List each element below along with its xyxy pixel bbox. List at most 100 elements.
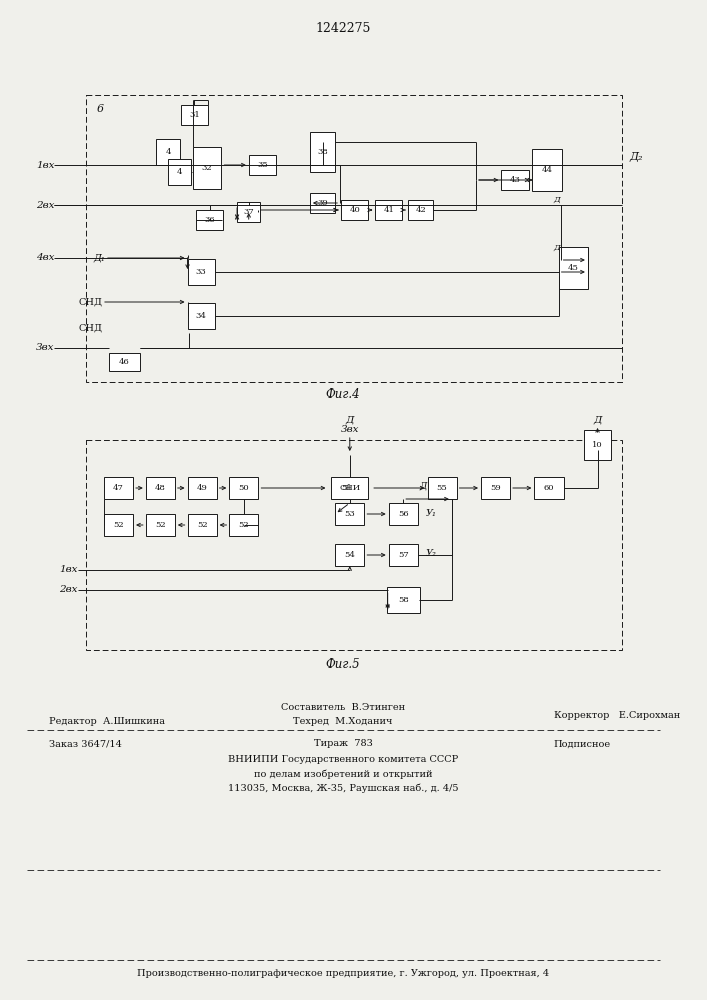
Bar <box>187 514 216 536</box>
Text: 40: 40 <box>349 206 360 214</box>
Bar <box>229 514 259 536</box>
Bar <box>389 544 418 566</box>
Text: Техред  М.Ходанич: Техред М.Ходанич <box>293 718 392 726</box>
Text: 56: 56 <box>398 510 409 518</box>
Text: Фиг.4: Фиг.4 <box>326 388 361 401</box>
Bar <box>181 105 208 125</box>
Bar <box>375 200 402 220</box>
Text: Фиг.5: Фиг.5 <box>326 658 361 672</box>
Bar <box>389 503 418 525</box>
Text: 6: 6 <box>97 104 105 114</box>
Bar <box>187 477 216 499</box>
Bar <box>534 477 563 499</box>
Bar <box>532 149 561 191</box>
Text: 45: 45 <box>568 264 579 272</box>
Bar <box>109 353 140 371</box>
Bar <box>584 430 611 460</box>
Text: 44: 44 <box>542 166 552 174</box>
Text: по делам изобретений и открытий: по делам изобретений и открытий <box>254 769 432 779</box>
Text: 113035, Москва, Ж-35, Раушская наб., д. 4/5: 113035, Москва, Ж-35, Раушская наб., д. … <box>228 783 458 793</box>
Text: 43: 43 <box>510 176 520 184</box>
Text: 33: 33 <box>196 268 206 276</box>
Text: 51: 51 <box>341 484 352 492</box>
Bar <box>237 202 260 222</box>
Text: Подписное: Подписное <box>554 740 611 748</box>
Bar <box>104 514 133 536</box>
Text: 48: 48 <box>155 484 165 492</box>
Bar <box>187 259 215 285</box>
Text: СНД: СНД <box>78 324 102 332</box>
Text: 52: 52 <box>197 521 207 529</box>
Text: Д: Д <box>346 416 354 424</box>
Bar <box>249 155 276 175</box>
Text: 4вх: 4вх <box>36 253 54 262</box>
Text: 42: 42 <box>415 206 426 214</box>
Bar <box>428 477 457 499</box>
Text: 39: 39 <box>317 199 328 207</box>
Bar <box>387 587 420 613</box>
Text: 35: 35 <box>257 161 268 169</box>
Text: 47: 47 <box>113 484 124 492</box>
Text: 50: 50 <box>238 484 249 492</box>
Text: 3вх: 3вх <box>341 426 359 434</box>
Bar <box>197 210 223 230</box>
Text: 31: 31 <box>189 111 199 119</box>
Text: 52: 52 <box>238 521 249 529</box>
Text: 37: 37 <box>243 208 254 216</box>
Bar <box>156 139 180 165</box>
Bar <box>187 303 215 329</box>
Bar <box>86 440 622 650</box>
Bar <box>408 200 433 220</box>
Text: СНД: СНД <box>78 298 102 306</box>
Bar <box>229 477 259 499</box>
Bar <box>104 477 133 499</box>
Text: 58: 58 <box>398 596 409 604</box>
Text: Д₁: Д₁ <box>93 253 105 262</box>
Text: 3вх: 3вх <box>36 344 54 353</box>
Text: 1вх: 1вх <box>36 160 54 169</box>
Text: 59: 59 <box>490 484 501 492</box>
Bar <box>86 95 622 382</box>
Text: Д: Д <box>419 482 426 490</box>
Text: Корректор   Е.Сирохман: Корректор Е.Сирохман <box>554 710 680 720</box>
Bar <box>146 514 175 536</box>
Bar <box>332 477 368 499</box>
Text: 49: 49 <box>197 484 208 492</box>
Text: 57: 57 <box>398 551 409 559</box>
Bar <box>335 544 364 566</box>
Text: Заказ 3647/14: Заказ 3647/14 <box>49 740 122 748</box>
Text: 10: 10 <box>592 441 603 449</box>
Text: Д: Д <box>554 244 560 252</box>
Text: Редактор  А.Шишкина: Редактор А.Шишкина <box>49 718 165 726</box>
Text: 52: 52 <box>155 521 165 529</box>
Text: У₂: У₂ <box>426 550 436 558</box>
Text: Д₂: Д₂ <box>630 152 643 162</box>
Bar <box>501 170 529 190</box>
Text: СНИ: СНИ <box>339 484 361 492</box>
Bar <box>310 132 335 172</box>
Text: Д: Д <box>593 416 602 424</box>
Text: 32: 32 <box>201 164 212 172</box>
Text: 2вх: 2вх <box>59 585 78 594</box>
Bar <box>559 247 588 289</box>
Text: 34: 34 <box>196 312 206 320</box>
Text: ВНИИПИ Государственного комитета СССР: ВНИИПИ Государственного комитета СССР <box>228 756 458 764</box>
Text: У₁: У₁ <box>426 508 436 518</box>
Bar <box>193 147 221 189</box>
Text: 55: 55 <box>437 484 448 492</box>
Bar <box>481 477 510 499</box>
Text: Тираж  783: Тираж 783 <box>313 740 373 748</box>
Text: 4: 4 <box>165 148 171 156</box>
Bar <box>341 200 368 220</box>
Text: Составитель  В.Этинген: Составитель В.Этинген <box>281 704 405 712</box>
Text: 1вх: 1вх <box>59 566 78 574</box>
Text: 2вх: 2вх <box>36 200 54 210</box>
Bar <box>168 159 192 185</box>
Bar <box>310 193 335 213</box>
Text: 60: 60 <box>544 484 554 492</box>
Text: 54: 54 <box>344 551 355 559</box>
Text: 52: 52 <box>113 521 124 529</box>
Text: 53: 53 <box>344 510 355 518</box>
Text: 38: 38 <box>317 148 328 156</box>
Text: Д: Д <box>554 196 560 204</box>
